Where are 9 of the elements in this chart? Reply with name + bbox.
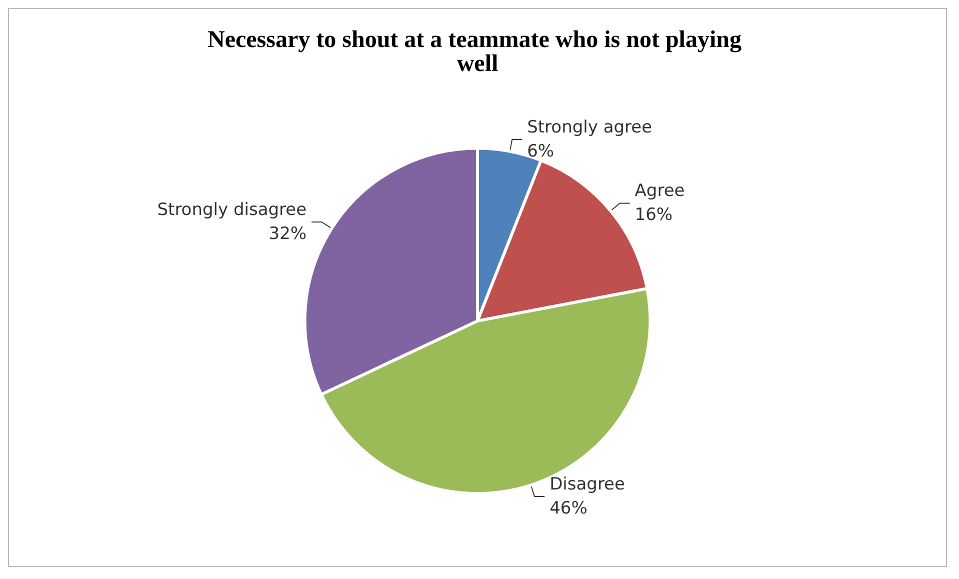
data-label: 46% [550, 498, 588, 519]
chart-title: Necessary to shout at a teammate who is not playing well [208, 27, 748, 77]
slice-label: Strongly disagree [157, 200, 307, 220]
slice-label: Disagree [550, 474, 625, 495]
slice-label: Strongly agree [527, 118, 652, 138]
data-label: 16% [634, 205, 673, 226]
data-label: 6% [527, 142, 554, 162]
slice-label: Agree [634, 181, 685, 202]
data-label: 32% [268, 224, 307, 244]
